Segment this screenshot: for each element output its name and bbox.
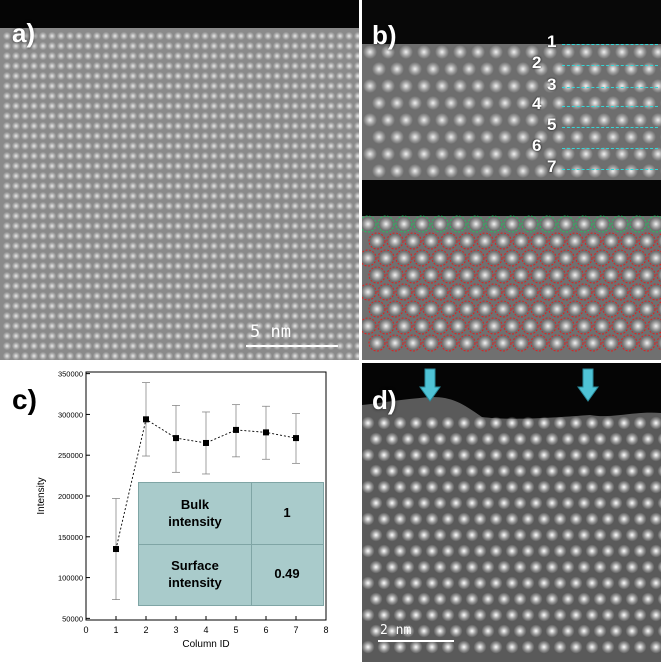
panel-a: a) 5 nm xyxy=(0,0,359,360)
panel-b-label: b) xyxy=(372,20,397,51)
scalebar-d-label: 2 nm xyxy=(380,623,411,638)
panel-c: c) 0 1 2 3 4 5 6 7 8 50000 100000 150000 200000 25000… xyxy=(0,362,358,662)
panel-a-label: a) xyxy=(12,18,35,49)
row-number: 7 xyxy=(547,157,556,177)
table-surface-label: Surface intensity xyxy=(139,544,251,605)
scalebar-a xyxy=(246,345,338,347)
scalebar-a-label: 5 nm xyxy=(250,322,291,342)
row-dashline xyxy=(562,87,658,88)
data-point xyxy=(263,429,269,435)
row-dashline xyxy=(562,169,658,170)
row-dashline xyxy=(562,106,658,107)
row-dashline xyxy=(562,44,658,45)
table-bulk-value: 1 xyxy=(251,483,323,544)
y-tick-label: 100000 xyxy=(58,574,83,583)
row-number: 6 xyxy=(532,136,541,156)
data-point xyxy=(203,440,209,446)
surface-label-text: Surface intensity xyxy=(168,558,221,591)
row-number: 5 xyxy=(547,115,556,135)
y-tick-label: 150000 xyxy=(58,533,83,542)
panel-c-label: c) xyxy=(12,384,37,416)
y-tick-label: 350000 xyxy=(58,370,83,379)
row-dashline xyxy=(562,65,658,66)
x-tick-label: 3 xyxy=(173,625,178,635)
y-tick-label: 250000 xyxy=(58,451,83,460)
x-tick-label: 4 xyxy=(203,625,208,635)
x-axis-label: Column ID xyxy=(182,639,229,650)
panel-b-overlay xyxy=(362,180,661,360)
x-tick-label: 1 xyxy=(113,625,118,635)
table-bulk-label: Bulk intensity xyxy=(139,483,251,544)
y-tick-label: 50000 xyxy=(62,614,83,623)
x-tick-label: 6 xyxy=(263,625,268,635)
row-number: 2 xyxy=(532,53,541,73)
bulk-value-text: 1 xyxy=(283,505,290,521)
x-tick-label: 0 xyxy=(83,625,88,635)
stem-image-b xyxy=(362,0,661,180)
table-surface-value: 0.49 xyxy=(251,544,323,605)
data-point xyxy=(293,435,299,441)
x-tick-label: 8 xyxy=(323,625,328,635)
row-number: 3 xyxy=(547,75,556,95)
panel-d: d) 2 nm xyxy=(362,363,661,662)
surface-value-text: 0.49 xyxy=(274,566,299,582)
stem-image-a xyxy=(0,0,359,360)
x-tick-label: 2 xyxy=(143,625,148,635)
panel-d-label: d) xyxy=(372,385,397,416)
scalebar-d xyxy=(378,640,454,642)
intensity-table: Bulk intensity 1 Surface intensity 0.49 xyxy=(138,482,324,606)
y-tick-label: 300000 xyxy=(58,410,83,419)
row-number: 1 xyxy=(547,32,556,52)
row-dashline xyxy=(562,148,658,149)
data-point xyxy=(173,435,179,441)
data-point xyxy=(233,427,239,433)
atom-overlay-image xyxy=(362,180,661,360)
row-dashline xyxy=(562,127,658,128)
x-tick-label: 7 xyxy=(293,625,298,635)
data-point xyxy=(113,546,119,552)
data-point xyxy=(143,416,149,422)
row-number: 4 xyxy=(532,94,541,114)
y-tick-label: 200000 xyxy=(58,492,83,501)
x-tick-label: 5 xyxy=(233,625,238,635)
bulk-label-text: Bulk intensity xyxy=(168,497,221,530)
stem-image-d xyxy=(362,363,661,662)
y-axis-label: Intensity xyxy=(36,477,47,514)
